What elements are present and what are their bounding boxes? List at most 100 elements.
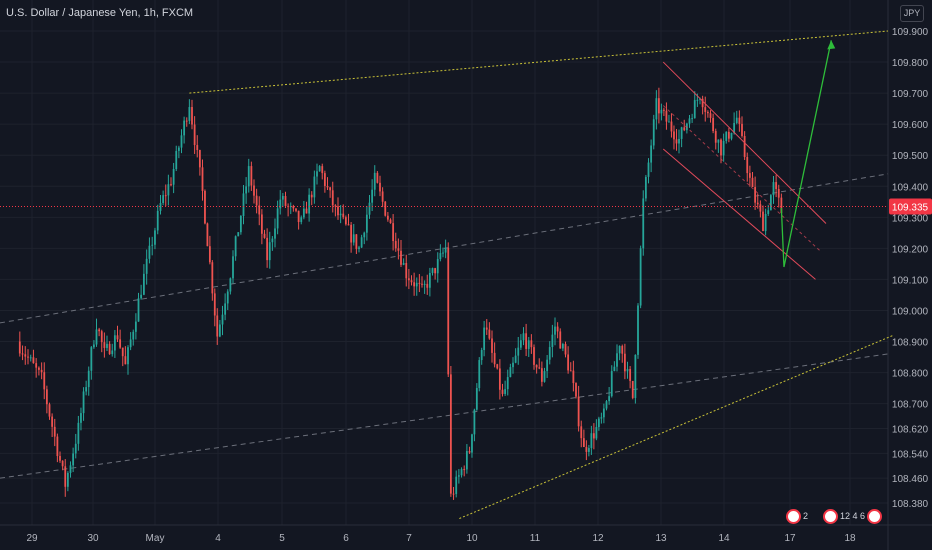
candle-body <box>577 396 580 427</box>
candle-body <box>56 436 59 457</box>
candle-body <box>271 238 274 243</box>
candle-body <box>32 357 35 364</box>
candle-body <box>402 263 405 265</box>
candle-body <box>460 469 463 476</box>
candle-body <box>237 232 240 237</box>
candle-body <box>525 333 528 349</box>
candle-body <box>696 99 699 101</box>
event-flag-icon[interactable] <box>823 508 838 524</box>
candle-body <box>413 282 416 287</box>
y-tick-label: 108.620 <box>892 424 929 435</box>
candle-body <box>232 256 234 279</box>
candle-body <box>488 329 491 339</box>
economic-events-right[interactable]: 12 4 6 <box>823 506 883 526</box>
candle-body <box>21 353 24 355</box>
y-tick-label: 109.700 <box>892 89 929 100</box>
candle-body <box>675 139 678 144</box>
candle-body <box>61 460 64 467</box>
candle-body <box>530 340 533 348</box>
candle-body <box>350 224 353 243</box>
candle-body <box>444 247 447 253</box>
candle-body <box>24 354 27 357</box>
candle-body <box>605 401 608 409</box>
candle-body <box>82 391 85 414</box>
candle-body <box>540 368 543 382</box>
candle-body <box>644 176 647 199</box>
candle-body <box>442 252 444 254</box>
candle-body <box>284 195 287 206</box>
candle-body <box>452 493 455 495</box>
candle-body <box>717 139 720 143</box>
candle-body <box>247 166 250 187</box>
candle-body <box>775 182 778 189</box>
candle-body <box>634 354 637 398</box>
candle-body <box>665 110 668 122</box>
x-tick-label: 30 <box>87 533 99 544</box>
candle-body <box>127 347 129 365</box>
candle-body <box>384 201 387 216</box>
candle-body <box>347 224 350 226</box>
x-tick-label: 7 <box>406 533 412 544</box>
candle-body <box>74 443 77 454</box>
candle-body <box>206 223 209 247</box>
candle-body <box>239 215 242 233</box>
candle-body <box>691 118 694 120</box>
candle-body <box>512 362 514 368</box>
event-flag-icon[interactable] <box>786 508 801 524</box>
candle-body <box>746 156 749 174</box>
candle-body <box>145 258 148 274</box>
candle-body <box>423 283 426 285</box>
candle-body <box>373 172 376 190</box>
currency-button[interactable]: JPY <box>900 5 924 22</box>
candle-body <box>741 123 743 136</box>
candle-body <box>418 282 421 284</box>
y-tick-label: 109.300 <box>892 213 929 224</box>
candle-body <box>313 176 316 198</box>
candle-body <box>191 107 193 125</box>
candle-body <box>326 185 329 188</box>
candle-body <box>597 418 600 428</box>
candle-body <box>754 187 757 203</box>
y-tick-label: 108.540 <box>892 449 929 460</box>
y-tick-label: 109.100 <box>892 275 929 286</box>
candle-body <box>504 389 507 394</box>
candle-body <box>748 173 751 178</box>
economic-events-left[interactable]: 2 <box>786 506 808 526</box>
candle-body <box>743 135 746 157</box>
candle-body <box>124 356 127 365</box>
y-tick-label: 109.500 <box>892 151 929 162</box>
candle-body <box>535 364 538 368</box>
candle-body <box>688 118 691 124</box>
candle-body <box>59 456 61 461</box>
candle-body <box>180 135 183 148</box>
candle-body <box>493 352 496 365</box>
candle-body <box>626 369 629 372</box>
candle-body <box>501 389 504 394</box>
candle-body <box>475 388 478 410</box>
candle-body <box>701 98 704 108</box>
y-tick-label: 108.700 <box>892 400 929 411</box>
candle-body <box>358 247 360 249</box>
candle-body <box>498 368 501 390</box>
candle-body <box>245 186 248 194</box>
candle-body <box>405 263 408 279</box>
candle-body <box>258 205 261 215</box>
candle-body <box>582 438 585 447</box>
candle-body <box>221 314 224 325</box>
candle-body <box>590 433 593 449</box>
candle-body <box>281 195 284 200</box>
y-tick-label: 109.400 <box>892 182 929 193</box>
event-flag-icon[interactable] <box>867 508 883 524</box>
candle-body <box>331 190 334 206</box>
candle-body <box>342 213 345 218</box>
candle-body <box>473 409 476 435</box>
candle-body <box>300 217 303 223</box>
candle-body <box>538 367 541 369</box>
candle-body <box>48 404 51 417</box>
candle-body <box>780 197 783 214</box>
candle-body <box>751 177 754 188</box>
candle-body <box>585 446 588 452</box>
candle-body <box>45 389 48 405</box>
candle-body <box>196 145 199 151</box>
